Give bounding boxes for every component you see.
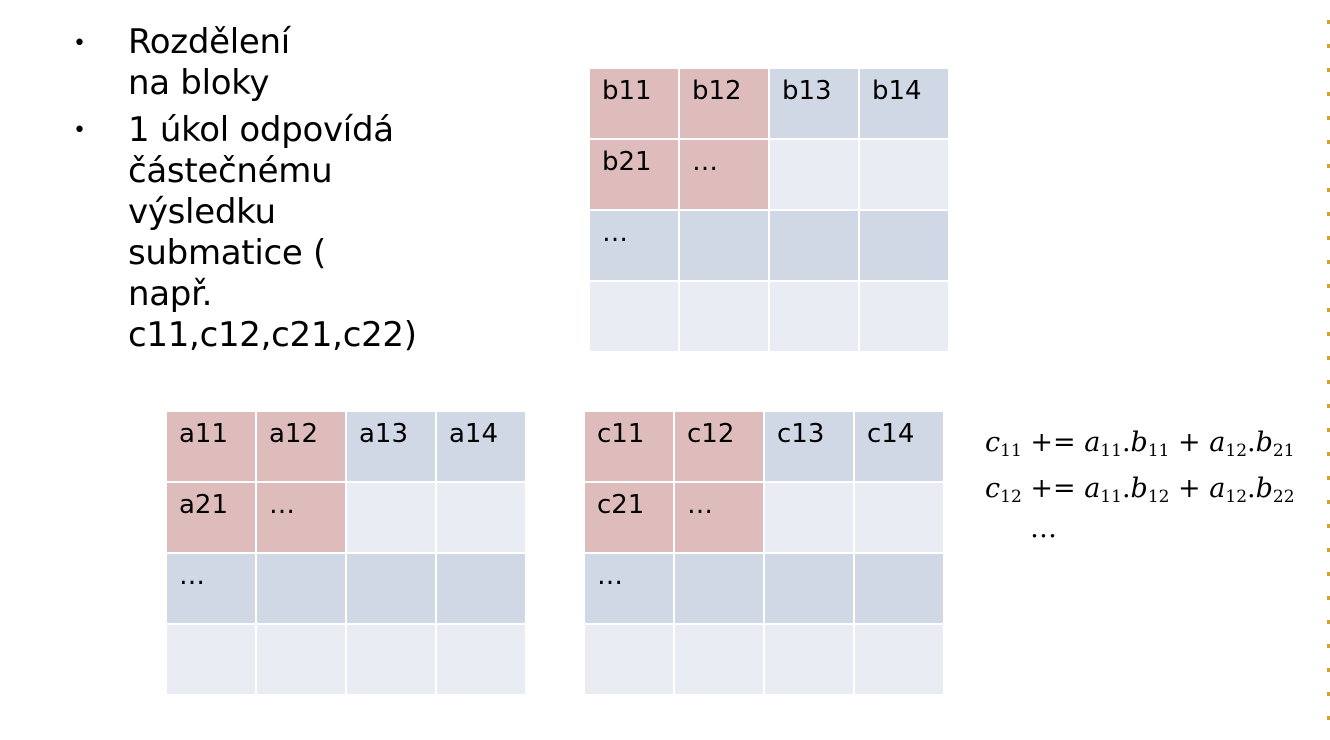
edge-mark — [1327, 68, 1330, 72]
bullet-line: částečnému výsledku — [128, 151, 333, 232]
matrix-c-cell — [853, 552, 945, 625]
formula-line-c11: c11 += a11.b11 + a12.b21 — [985, 427, 1295, 461]
matrix-c-cell: c11 — [583, 410, 675, 483]
bullet-marker: • — [73, 118, 86, 143]
matrix-a-cell: a13 — [345, 410, 437, 483]
edge-mark — [1327, 380, 1330, 384]
matrix-b-cell: b12 — [678, 67, 770, 140]
edge-mark — [1327, 92, 1330, 96]
matrix-b-cell — [768, 280, 860, 353]
matrix-a-cell: a12 — [255, 410, 347, 483]
matrix-b-cell — [858, 280, 950, 353]
matrix-a-cell — [435, 552, 527, 625]
matrix-a-cell — [345, 481, 437, 554]
edge-mark — [1327, 692, 1330, 696]
edge-mark — [1327, 668, 1330, 672]
edge-mark — [1327, 236, 1330, 240]
bullet-line: submatice ( např. — [128, 233, 326, 314]
matrix-c-cell — [853, 481, 945, 554]
matrix-a-cell — [255, 552, 347, 625]
matrix-b-cell — [768, 209, 860, 282]
edge-mark — [1327, 140, 1330, 144]
matrix-b-cell: b21 — [588, 138, 680, 211]
update-formula: c11 += a11.b11 + a12.b21 c12 += a11.b12 … — [985, 424, 1295, 542]
edge-mark — [1327, 188, 1330, 192]
edge-mark — [1327, 404, 1330, 408]
edge-mark — [1327, 596, 1330, 600]
matrix-b: b11 b12 b13 b14 b21 … … — [588, 67, 950, 353]
matrix-b-cell — [858, 138, 950, 211]
matrix-c-cell — [673, 552, 765, 625]
matrix-a-cell — [255, 623, 347, 696]
bullet-marker: • — [73, 31, 86, 56]
edge-mark — [1327, 428, 1330, 432]
edge-mark — [1327, 572, 1330, 576]
bullet-text-blocks: Rozdělení na bloky — [128, 22, 290, 103]
edge-mark — [1327, 164, 1330, 168]
edge-mark — [1327, 212, 1330, 216]
matrix-a: a11 a12 a13 a14 a21 … … — [165, 410, 527, 696]
matrix-a-cell — [345, 552, 437, 625]
matrix-c-cell — [763, 623, 855, 696]
bullet-line: 1 úkol odpovídá — [128, 110, 394, 150]
matrix-b-cell — [768, 138, 860, 211]
matrix-b-cell: b14 — [858, 67, 950, 140]
edge-mark — [1327, 620, 1330, 624]
matrix-b-cell — [858, 209, 950, 282]
bullet-text-task: 1 úkol odpovídá částečnému výsledku subm… — [128, 110, 417, 356]
matrix-a-cell: … — [255, 481, 347, 554]
matrix-c-cell: c14 — [853, 410, 945, 483]
matrix-c-cell — [583, 623, 675, 696]
matrix-b-cell: b11 — [588, 67, 680, 140]
matrix-a-cell — [345, 623, 437, 696]
matrix-c-cell: … — [583, 552, 675, 625]
edge-mark — [1327, 332, 1330, 336]
edge-mark — [1327, 524, 1330, 528]
edge-mark — [1327, 20, 1330, 24]
matrix-c-cell — [763, 481, 855, 554]
matrix-a-cell — [435, 481, 527, 554]
edge-mark — [1327, 116, 1330, 120]
matrix-b-cell: … — [678, 138, 770, 211]
formula-ellipsis: … — [1030, 513, 1057, 544]
matrix-c-cell: c12 — [673, 410, 765, 483]
matrix-a-cell: a21 — [165, 481, 257, 554]
bullet-line: c11,c12,c21,c22) — [128, 315, 417, 355]
matrix-c-cell — [673, 623, 765, 696]
edge-mark — [1327, 44, 1330, 48]
matrix-b-cell — [678, 280, 770, 353]
matrix-b-cell — [678, 209, 770, 282]
matrix-c-cell: c21 — [583, 481, 675, 554]
edge-mark — [1327, 476, 1330, 480]
matrix-c-cell — [763, 552, 855, 625]
edge-mark — [1327, 644, 1330, 648]
matrix-b-cell — [588, 280, 680, 353]
edge-mark — [1327, 356, 1330, 360]
matrix-a-cell — [435, 623, 527, 696]
matrix-b-cell: … — [588, 209, 680, 282]
matrix-c-cell: c13 — [763, 410, 855, 483]
edge-marks — [1322, 12, 1330, 740]
matrix-b-cell: b13 — [768, 67, 860, 140]
matrix-a-cell: … — [165, 552, 257, 625]
matrix-a-cell — [165, 623, 257, 696]
matrix-c: c11 c12 c13 c14 c21 … … — [583, 410, 945, 696]
edge-mark — [1327, 548, 1330, 552]
matrix-a-cell: a14 — [435, 410, 527, 483]
matrix-c-cell — [853, 623, 945, 696]
formula-line-c12: c12 += a11.b12 + a12.b22 — [985, 473, 1295, 507]
matrix-c-cell: … — [673, 481, 765, 554]
edge-mark — [1327, 452, 1330, 456]
edge-mark — [1327, 284, 1330, 288]
edge-mark — [1327, 308, 1330, 312]
edge-mark — [1327, 500, 1330, 504]
edge-mark — [1327, 716, 1330, 720]
matrix-a-cell: a11 — [165, 410, 257, 483]
edge-mark — [1327, 260, 1330, 264]
